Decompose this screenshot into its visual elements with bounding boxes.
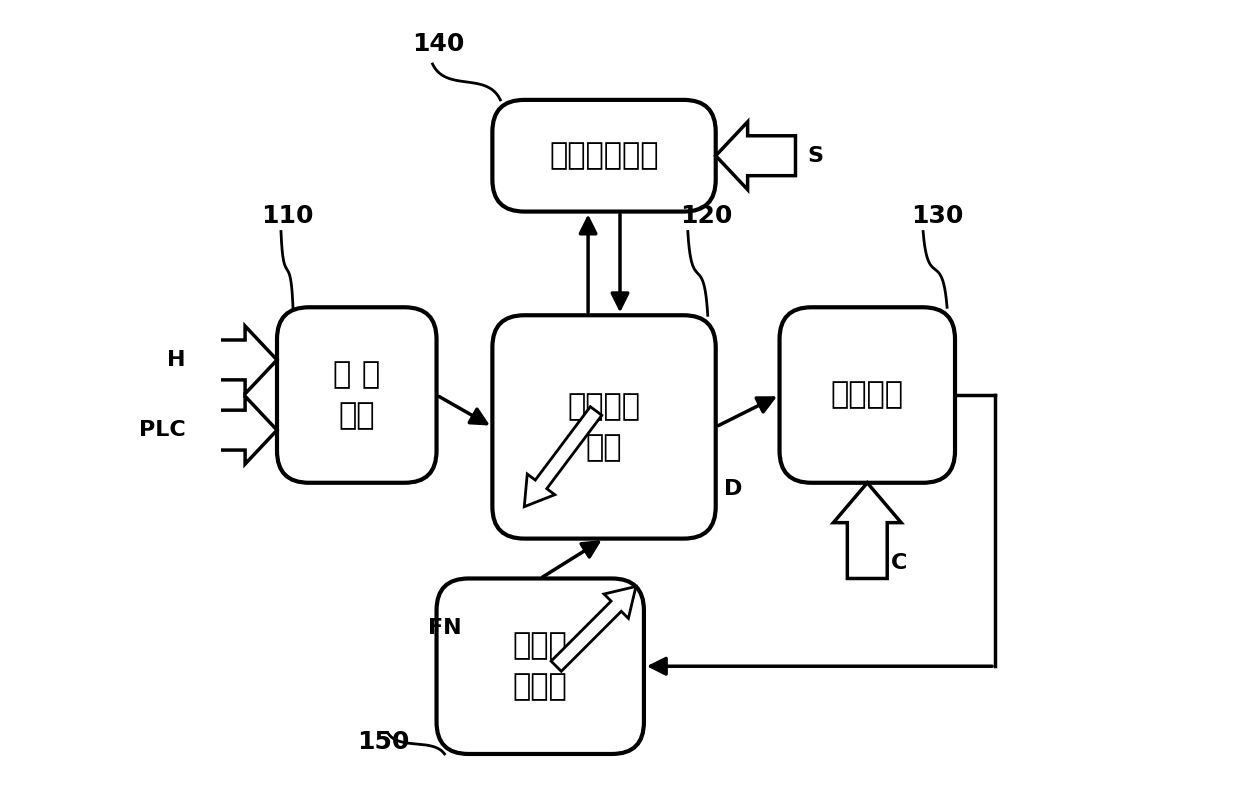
Text: 输出模块: 输出模块 xyxy=(831,380,904,409)
Polygon shape xyxy=(833,483,901,579)
Text: PLC: PLC xyxy=(139,420,185,440)
FancyBboxPatch shape xyxy=(492,315,715,538)
FancyBboxPatch shape xyxy=(780,307,955,483)
Text: 内部处理
模块: 内部处理 模块 xyxy=(568,393,641,462)
Polygon shape xyxy=(197,397,277,464)
Text: 140: 140 xyxy=(413,32,465,56)
Text: 120: 120 xyxy=(680,203,732,227)
Text: D: D xyxy=(724,479,742,499)
Polygon shape xyxy=(551,587,636,671)
Text: 150: 150 xyxy=(357,730,409,754)
Text: 现场控
制模块: 现场控 制模块 xyxy=(513,631,568,701)
FancyBboxPatch shape xyxy=(492,100,715,211)
Text: 130: 130 xyxy=(911,203,963,227)
Polygon shape xyxy=(715,122,796,189)
FancyBboxPatch shape xyxy=(436,579,644,754)
Text: 输 入
模块: 输 入 模块 xyxy=(334,360,381,430)
Text: C: C xyxy=(892,553,908,572)
Polygon shape xyxy=(525,407,601,507)
Polygon shape xyxy=(197,326,277,394)
Text: S: S xyxy=(807,146,823,166)
Text: 储存显示模块: 储存显示模块 xyxy=(549,141,658,170)
FancyBboxPatch shape xyxy=(277,307,436,483)
Text: FN: FN xyxy=(428,618,461,638)
Text: 110: 110 xyxy=(262,203,314,227)
Text: H: H xyxy=(166,350,185,370)
